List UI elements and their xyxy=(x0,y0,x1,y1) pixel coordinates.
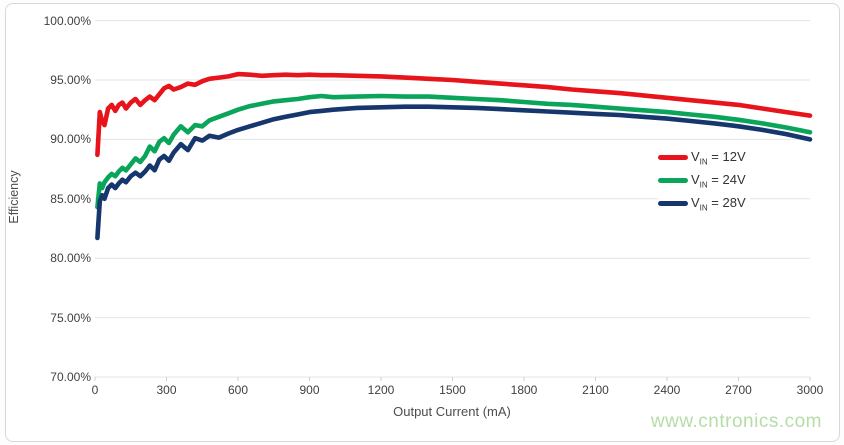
chart-card xyxy=(5,3,840,442)
y-tick-label: 100.00% xyxy=(43,13,91,28)
legend-swatch-navy-line xyxy=(658,201,688,206)
x-tick-label: 1500 xyxy=(439,383,466,397)
x-tick-label: 600 xyxy=(227,383,249,397)
legend-item-vin-28v: VIN = 28V xyxy=(658,192,746,215)
legend-label: VIN = 24V xyxy=(691,171,746,190)
series-line-12v xyxy=(95,71,813,158)
y-tick-label: 85.00% xyxy=(50,191,91,206)
x-tick-label: 1800 xyxy=(510,383,538,397)
x-tick-label: 900 xyxy=(299,383,320,397)
x-tick-label: 300 xyxy=(156,383,177,397)
series-line-24v xyxy=(95,93,813,210)
x-tick-label: 1200 xyxy=(367,383,395,397)
y-tick-label: 95.00% xyxy=(50,73,91,87)
legend-item-vin-12v: VIN = 12V xyxy=(658,146,746,169)
x-tick-label: 3000 xyxy=(796,383,824,397)
x-tick-label: 2100 xyxy=(582,383,609,397)
legend-swatch-green-line xyxy=(658,178,688,183)
series-line-28v xyxy=(95,104,813,241)
chart-legend: VIN = 12V VIN = 24V VIN = 28V xyxy=(658,145,750,216)
x-tick-label: 2400 xyxy=(653,383,681,397)
y-tick-label: 75.00% xyxy=(50,310,91,325)
y-tick-label: 70.00% xyxy=(50,370,91,384)
legend-item-vin-24v: VIN = 24V xyxy=(658,169,746,192)
watermark-cntronics: www.cntronics.com xyxy=(650,411,822,432)
y-tick-label: 80.00% xyxy=(50,251,91,266)
legend-swatch-red-line xyxy=(658,155,688,160)
x-tick-label: 2700 xyxy=(725,383,752,397)
y-axis-title: Efficiency xyxy=(7,170,21,224)
legend-label: VIN = 28V xyxy=(691,194,746,213)
x-tick-label: 0 xyxy=(91,383,99,397)
legend-label: VIN = 12V xyxy=(691,148,746,167)
y-tick-label: 90.00% xyxy=(50,132,91,147)
x-axis-title: Output Current (mA) xyxy=(393,404,511,419)
